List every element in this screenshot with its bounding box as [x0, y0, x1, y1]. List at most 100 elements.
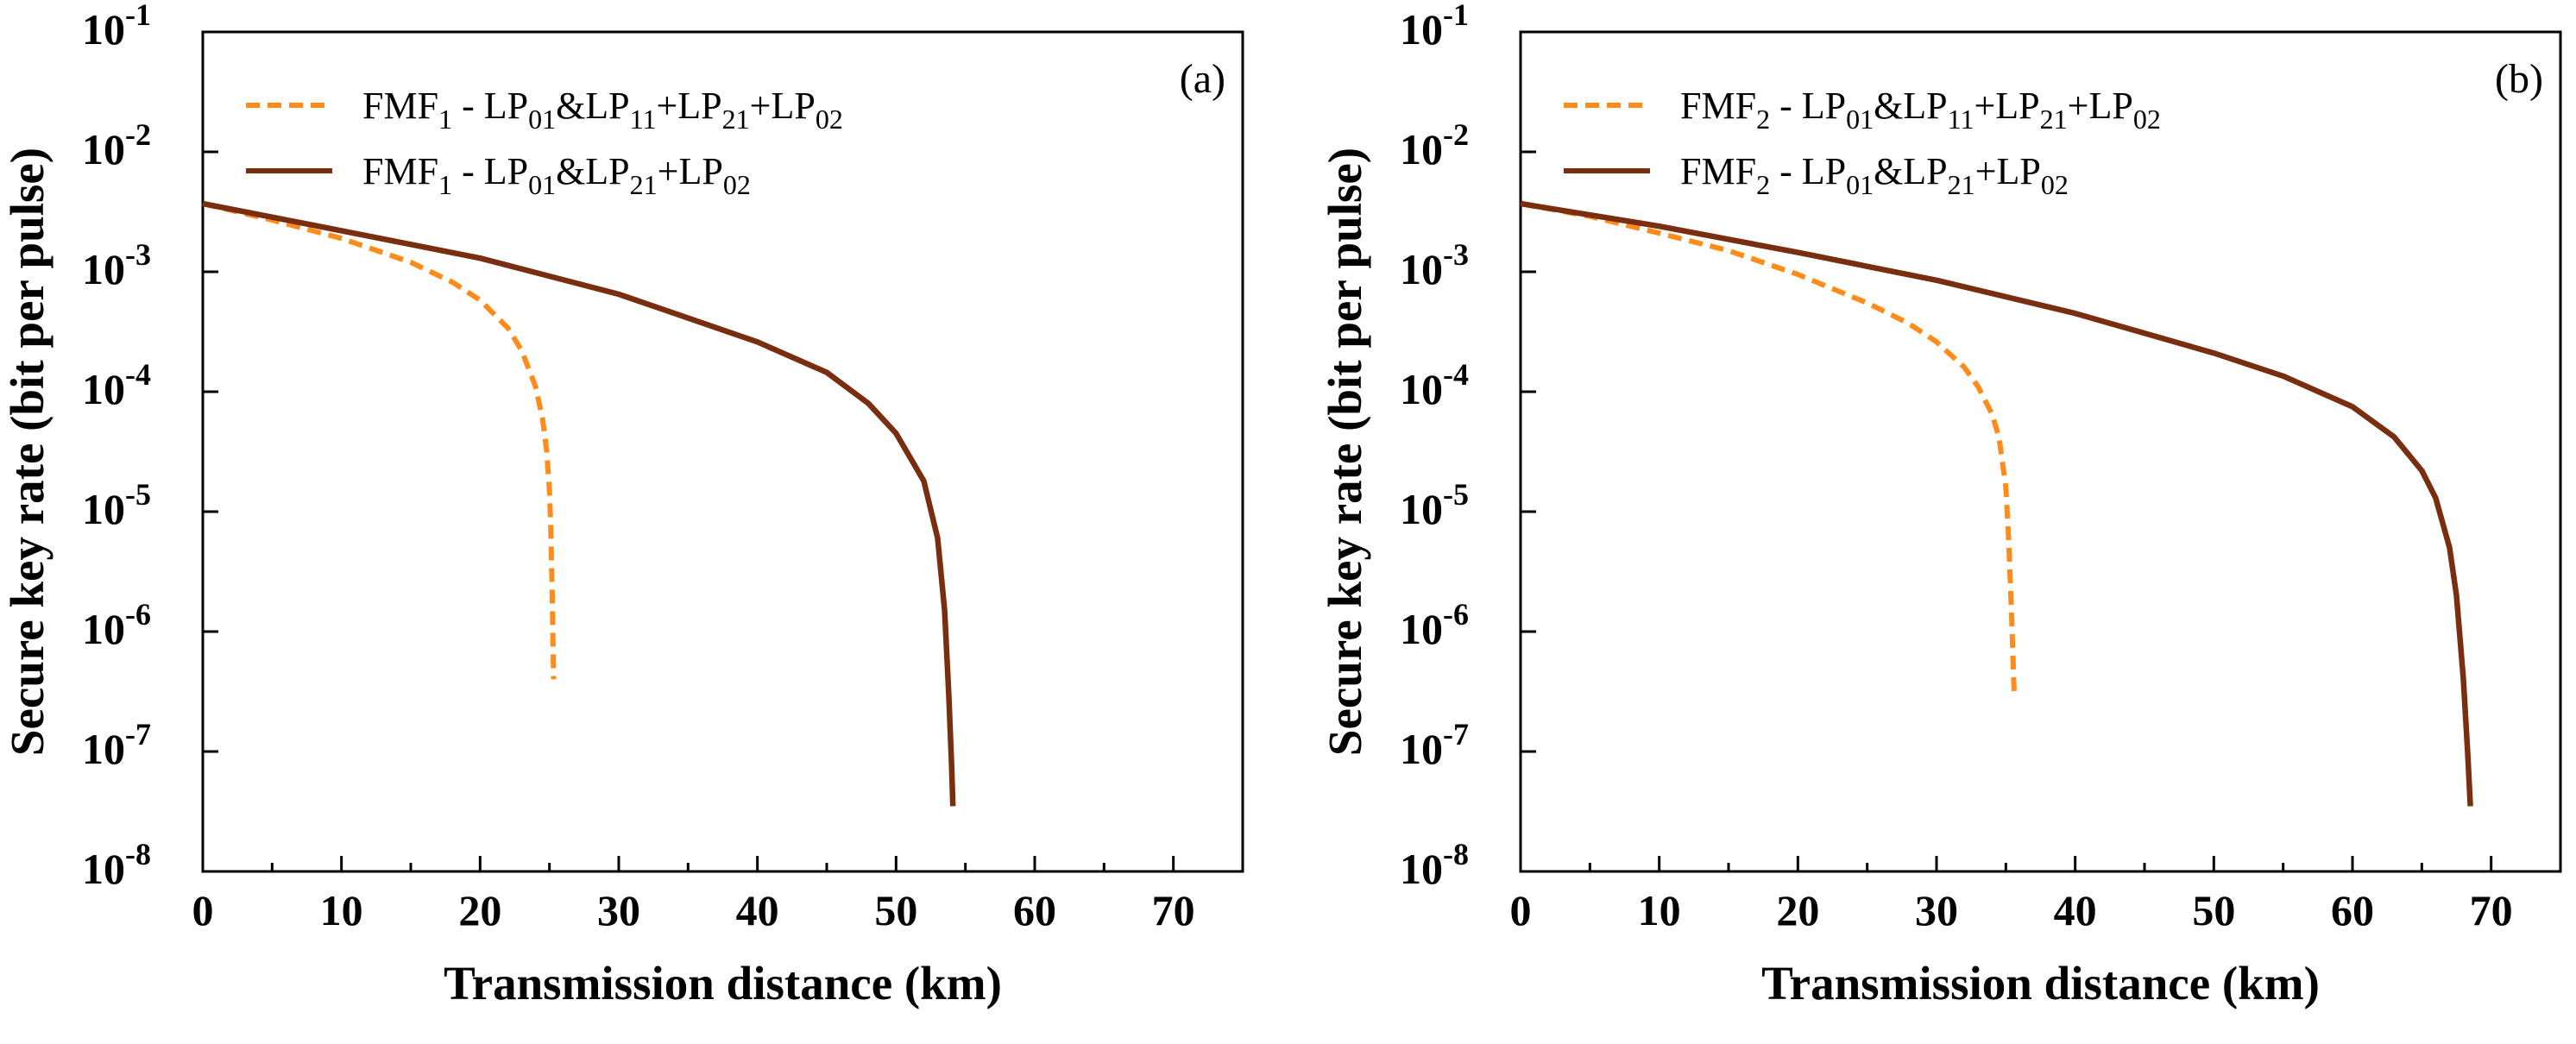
- y-tick-label: 10-5: [1400, 477, 1469, 533]
- legend-label-part: 2: [1756, 169, 1770, 200]
- y-tick-exponent: -8: [1443, 837, 1469, 871]
- x-tick-label: 70: [2470, 886, 2513, 934]
- x-tick-label: 40: [736, 886, 779, 934]
- y-tick-exponent: -3: [1443, 237, 1469, 272]
- y-tick-base: 10: [1400, 365, 1443, 413]
- x-tick-label: 20: [1776, 886, 1819, 934]
- y-tick-exponent: -4: [1443, 357, 1469, 392]
- legend-label-part: FMF: [362, 85, 438, 127]
- y-tick-base: 10: [1400, 125, 1443, 173]
- series-line-2: [202, 200, 956, 807]
- legend-label-part: - LP: [1770, 85, 1846, 127]
- legend-label-part: 01: [528, 104, 556, 135]
- x-tick-label: 60: [1013, 886, 1056, 934]
- legend-label-part: - LP: [452, 150, 528, 192]
- x-tick-label: 70: [1152, 886, 1195, 934]
- y-tick-base: 10: [82, 365, 125, 413]
- y-tick-base: 10: [1400, 245, 1443, 293]
- legend-label-part: 21: [1948, 169, 1975, 200]
- legend-label-part: &LP: [1874, 85, 1948, 127]
- legend-label-part: FMF: [1680, 85, 1756, 127]
- y-tick-base: 10: [1400, 725, 1443, 773]
- legend-label-part: 01: [1846, 104, 1874, 135]
- x-tick-label: 10: [320, 886, 363, 934]
- y-tick-exponent: -2: [125, 117, 151, 152]
- y-tick-exponent: -7: [125, 717, 151, 752]
- y-tick-exponent: -1: [1443, 0, 1469, 32]
- plot-frame: [201, 30, 1244, 873]
- legend-label-1: FMF2 - LP01&LP11+LP21+LP02: [1680, 85, 2161, 135]
- y-tick-base: 10: [1400, 845, 1443, 893]
- legend-label-part: 02: [816, 104, 843, 135]
- legend-label-part: 21: [630, 169, 658, 200]
- legend-label-part: 01: [528, 169, 556, 200]
- legend-label-part: +LP: [750, 85, 816, 127]
- legend-label-part: 21: [722, 104, 750, 135]
- legend-label-part: 01: [1846, 169, 1874, 200]
- y-tick-label: 10-4: [1400, 357, 1469, 413]
- legend-label-part: 11: [630, 104, 657, 135]
- legend-label-part: 11: [1948, 104, 1975, 135]
- legend-label-part: +LP: [1974, 85, 2039, 127]
- x-tick-label: 50: [874, 886, 917, 934]
- legend-label-part: &LP: [1874, 150, 1948, 192]
- series-line-1: [1520, 201, 2017, 695]
- legend-label-part: +LP: [2068, 85, 2133, 127]
- y-tick-exponent: -8: [125, 837, 151, 871]
- y-tick-label: 10-4: [82, 357, 151, 413]
- x-tick-label: 10: [1638, 886, 1681, 934]
- legend-label-part: 02: [2041, 169, 2069, 200]
- y-tick-base: 10: [1400, 605, 1443, 653]
- series-line-2: [1520, 200, 2473, 807]
- y-tick-base: 10: [82, 485, 125, 533]
- legend-label-1: FMF1 - LP01&LP11+LP21+LP02: [362, 85, 843, 135]
- y-tick-exponent: -6: [125, 597, 151, 632]
- panel-label: (a): [1180, 56, 1225, 102]
- legend-label-part: FMF: [1680, 150, 1756, 192]
- legend-label-2: FMF1 - LP01&LP21+LP02: [362, 150, 751, 200]
- legend-label-part: - LP: [1770, 150, 1846, 192]
- legend-label-part: 02: [723, 169, 751, 200]
- y-tick-exponent: -2: [1443, 117, 1469, 152]
- y-tick-label: 10-2: [82, 117, 151, 173]
- y-tick-label: 10-8: [82, 837, 151, 893]
- y-tick-label: 10-2: [1400, 117, 1469, 173]
- legend-label-part: &LP: [556, 85, 630, 127]
- legend-label-part: - LP: [452, 85, 528, 127]
- y-tick-base: 10: [82, 605, 125, 653]
- y-tick-exponent: -5: [125, 477, 151, 512]
- x-tick-label: 0: [192, 886, 214, 934]
- y-tick-label: 10-6: [1400, 597, 1469, 653]
- y-tick-exponent: -6: [1443, 597, 1469, 632]
- legend-label-part: +LP: [1975, 150, 2041, 192]
- legend-label-part: 21: [2040, 104, 2068, 135]
- legend-label-part: +LP: [656, 85, 721, 127]
- y-tick-base: 10: [1400, 5, 1443, 53]
- legend-label-part: FMF: [362, 150, 438, 192]
- y-tick-base: 10: [82, 5, 125, 53]
- plot-frame: [1519, 30, 2562, 873]
- y-tick-label: 10-8: [1400, 837, 1469, 893]
- legend-label-part: 1: [438, 104, 452, 135]
- x-tick-label: 40: [2054, 886, 2097, 934]
- y-tick-base: 10: [82, 245, 125, 293]
- x-tick-label: 30: [597, 886, 640, 934]
- x-tick-label: 50: [2192, 886, 2235, 934]
- y-tick-label: 10-1: [1400, 0, 1469, 53]
- y-tick-exponent: -3: [125, 237, 151, 272]
- y-tick-label: 10-3: [82, 237, 151, 293]
- legend-label-2: FMF2 - LP01&LP21+LP02: [1680, 150, 2069, 200]
- panel-label: (b): [2495, 56, 2543, 102]
- y-tick-exponent: -4: [125, 357, 151, 392]
- y-tick-label: 10-1: [82, 0, 151, 53]
- x-axis-title: Transmission distance (km): [1761, 957, 2320, 1009]
- y-axis-title: Secure key rate (bit per pulse): [1, 148, 54, 756]
- y-tick-label: 10-6: [82, 597, 151, 653]
- y-tick-exponent: -1: [125, 0, 151, 32]
- y-tick-base: 10: [82, 125, 125, 173]
- x-axis-title: Transmission distance (km): [444, 957, 1002, 1009]
- y-tick-base: 10: [1400, 485, 1443, 533]
- x-tick-label: 30: [1915, 886, 1958, 934]
